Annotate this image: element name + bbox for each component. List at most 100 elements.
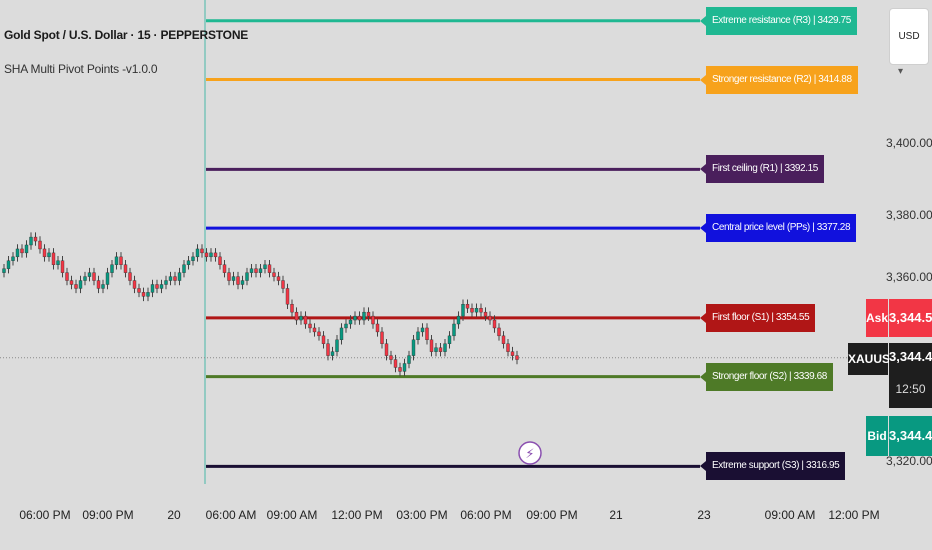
candle-body: [425, 327, 429, 341]
time-tick: 20: [167, 508, 181, 522]
candle-body: [488, 315, 492, 321]
candle-body: [33, 236, 38, 242]
candle-body: [69, 280, 74, 285]
candle-body: [339, 327, 344, 341]
candle-body: [110, 264, 114, 273]
candle-body: [159, 284, 164, 289]
pivot-label: Extreme resistance (R3) | 3429.75: [700, 6, 857, 35]
candle-body: [456, 315, 461, 325]
candle-body: [420, 327, 425, 333]
candle-body: [434, 347, 438, 352]
candle-body: [173, 276, 177, 281]
time-tick: 21: [609, 508, 623, 522]
candle-body: [119, 256, 123, 265]
candle-body: [380, 331, 384, 344]
candle-body: [87, 272, 92, 277]
candle-body: [141, 292, 146, 297]
price-tick: 3,360.00: [886, 270, 932, 284]
chart-title: Gold Spot / U.S. Dollar · 15 · PEPPERSTO…: [4, 28, 249, 42]
candle-body: [483, 311, 488, 317]
candle-body: [506, 343, 510, 352]
candle-body: [344, 323, 348, 329]
chevron-down-icon[interactable]: ▾: [898, 66, 904, 77]
candle-body: [290, 304, 294, 313]
candle-body: [60, 260, 65, 273]
candle-body: [236, 276, 240, 285]
candle-body: [375, 323, 380, 333]
candle-body: [299, 315, 303, 321]
candle-body: [245, 272, 249, 281]
indicator-name[interactable]: SHA Multi Pivot Points -v1.0.0: [4, 62, 158, 76]
time-tick: 06:00 PM: [19, 508, 71, 522]
time-tick: 12:00 PM: [331, 508, 383, 522]
candle-body: [200, 248, 204, 254]
candle-body: [186, 260, 191, 265]
candle-body: [209, 252, 213, 258]
candle-body: [447, 335, 452, 344]
candle-body: [330, 351, 335, 356]
time-tick: 03:00 PM: [396, 508, 448, 522]
candle-body: [191, 256, 195, 261]
candle-body: [492, 319, 497, 329]
candle-body: [267, 264, 272, 273]
candle-body: [182, 264, 186, 273]
candle-body: [195, 248, 200, 258]
time-tick: 09:00 PM: [526, 508, 578, 522]
candle-body: [11, 256, 15, 261]
candle-body: [150, 284, 155, 293]
candle-body: [132, 280, 137, 289]
time-tick: 09:00 AM: [266, 508, 318, 522]
candle-body: [101, 284, 105, 289]
candle-body: [281, 280, 285, 289]
candle-body: [65, 272, 69, 281]
candle-body: [452, 323, 456, 337]
candle-body: [164, 280, 168, 285]
candle-body: [78, 280, 83, 289]
candle-body: [411, 339, 416, 356]
candle-body: [146, 292, 150, 297]
candle-body: [402, 363, 407, 372]
candle-body: [2, 268, 6, 273]
candle-body: [438, 347, 443, 352]
candle-body: [501, 335, 506, 344]
candle-body: [42, 248, 47, 258]
candle-body: [74, 284, 78, 289]
lightning-icon: ⚡: [525, 447, 534, 462]
candle-body: [285, 288, 290, 305]
lightning-event-marker: [518, 441, 542, 465]
candle-body: [38, 240, 42, 250]
pivot-label: Stronger resistance (R2) | 3414.88: [700, 65, 858, 94]
time-tick: 06:00 AM: [205, 508, 257, 522]
candle-body: [317, 331, 321, 337]
candle-body: [326, 343, 330, 356]
time-tick: 12:00 PM: [828, 508, 880, 522]
candle-body: [128, 272, 132, 281]
candle-body: [204, 252, 209, 258]
candle-body: [407, 355, 411, 364]
candle-body: [371, 315, 375, 325]
candle-body: [6, 260, 11, 269]
candle-body: [231, 276, 236, 281]
bid-label: Bid: [866, 416, 888, 456]
symbol-label: XAUUSD: [848, 343, 899, 375]
candle-body: [258, 268, 263, 273]
candle-body: [155, 284, 159, 289]
time-tick: 06:00 PM: [460, 508, 512, 522]
candle-body: [177, 272, 182, 281]
pivot-label: First ceiling (R1) | 3392.15: [700, 155, 824, 184]
candle-body: [398, 367, 402, 372]
price-tick: 3,380.00: [886, 208, 932, 222]
candle-body: [123, 264, 128, 273]
pivot-label: Extreme support (S3) | 3316.95: [699, 452, 846, 481]
candle-body: [47, 252, 51, 258]
candle-body: [443, 343, 447, 352]
candle-body: [308, 323, 312, 329]
price-tick: 3,400.00: [886, 136, 932, 150]
candle-body: [470, 307, 474, 313]
candle-body: [240, 280, 245, 285]
candle-body: [384, 343, 389, 356]
candle-body: [335, 339, 339, 352]
currency-button[interactable]: USD: [889, 8, 929, 65]
